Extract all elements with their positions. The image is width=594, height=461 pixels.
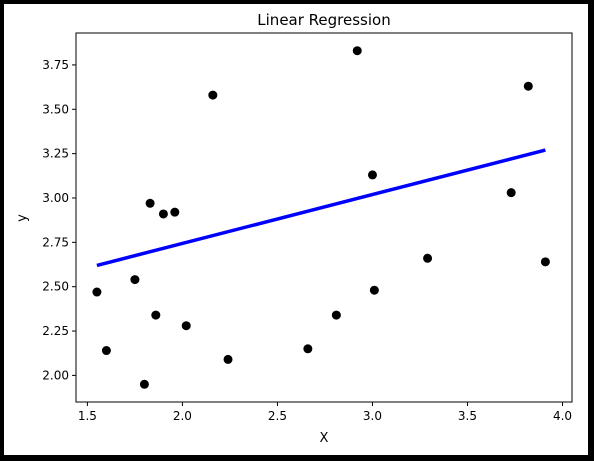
- chart-figure: Linear Regression 1.5 2.0 2.5 3.0 3.5 4.0 2.00…: [4, 4, 588, 455]
- data-point: [181, 321, 191, 331]
- data-point: [145, 198, 155, 208]
- regression-line: [96, 148, 546, 268]
- data-point: [523, 81, 533, 91]
- data-point: [303, 344, 313, 354]
- data-point: [540, 257, 550, 267]
- data-point: [369, 285, 379, 295]
- scatter-chart: Linear Regression 1.5 2.0 2.5 3.0 3.5 4.0 2.00…: [15, 11, 573, 446]
- data-point: [352, 46, 362, 56]
- data-point: [158, 209, 168, 219]
- data-point: [423, 253, 433, 263]
- data-point: [139, 379, 149, 389]
- y-axis-label: y: [15, 214, 30, 222]
- y-tick-label: 3.25: [42, 147, 69, 161]
- y-tick-label: 2.75: [42, 235, 69, 249]
- x-tick-label: 3.5: [458, 409, 477, 423]
- data-point: [101, 346, 111, 356]
- y-tick-label: 3.75: [42, 58, 69, 72]
- data-point: [208, 90, 218, 100]
- data-point: [223, 354, 233, 364]
- x-tick-label: 3.0: [363, 409, 382, 423]
- x-tick-label: 2.0: [173, 409, 192, 423]
- x-tick-label: 1.5: [78, 409, 97, 423]
- y-tick-label: 2.50: [42, 280, 69, 294]
- y-tick-label: 2.25: [42, 324, 69, 338]
- data-point: [130, 275, 140, 285]
- data-point: [170, 207, 180, 217]
- data-point: [367, 170, 377, 180]
- y-tick-label: 2.00: [42, 368, 69, 382]
- data-point: [331, 310, 341, 320]
- plot-area: [75, 32, 573, 403]
- x-axis-label: X: [320, 431, 329, 446]
- x-tick-label: 4.0: [553, 409, 572, 423]
- data-point: [92, 287, 102, 297]
- y-tick-label: 3.00: [42, 191, 69, 205]
- chart-title: Linear Regression: [257, 11, 390, 29]
- y-tick-label: 3.50: [42, 102, 69, 116]
- data-point: [506, 188, 516, 198]
- x-tick-label: 2.5: [268, 409, 287, 423]
- data-point: [151, 310, 161, 320]
